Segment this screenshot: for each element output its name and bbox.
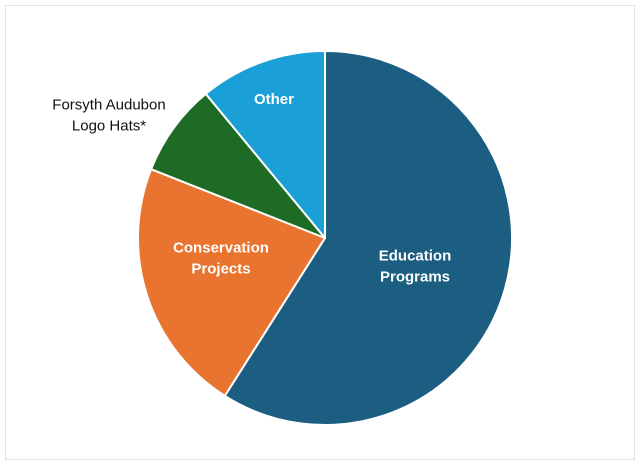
pie-slice-education-programs — [223, 50, 513, 426]
pie-slice-forsyth-audubon-logo-hats — [150, 92, 326, 239]
slice-label-line: Projects — [191, 261, 250, 278]
pie-slice-conservation-projects — [137, 168, 326, 397]
slice-label-other: Other — [254, 91, 294, 108]
slice-label-line: Conservation — [173, 240, 269, 257]
slice-label-conservation-projects: Conservation Projects — [173, 240, 269, 278]
slice-label-line: Other — [254, 91, 294, 108]
slice-label-line: Education — [379, 248, 452, 265]
slice-label-forsyth-audubon-logo-hats: Forsyth Audubon Logo Hats* — [52, 97, 165, 135]
pie-slice-other — [204, 50, 326, 239]
pie-slices — [137, 50, 513, 426]
slice-label-line: Programs — [380, 269, 450, 286]
slice-label-education-programs: Education Programs — [379, 248, 452, 286]
slice-label-line: Logo Hats* — [72, 118, 146, 135]
pie-labels: Education Programs Conservation Projects For… — [52, 91, 451, 286]
slice-label-line: Forsyth Audubon — [52, 97, 165, 114]
